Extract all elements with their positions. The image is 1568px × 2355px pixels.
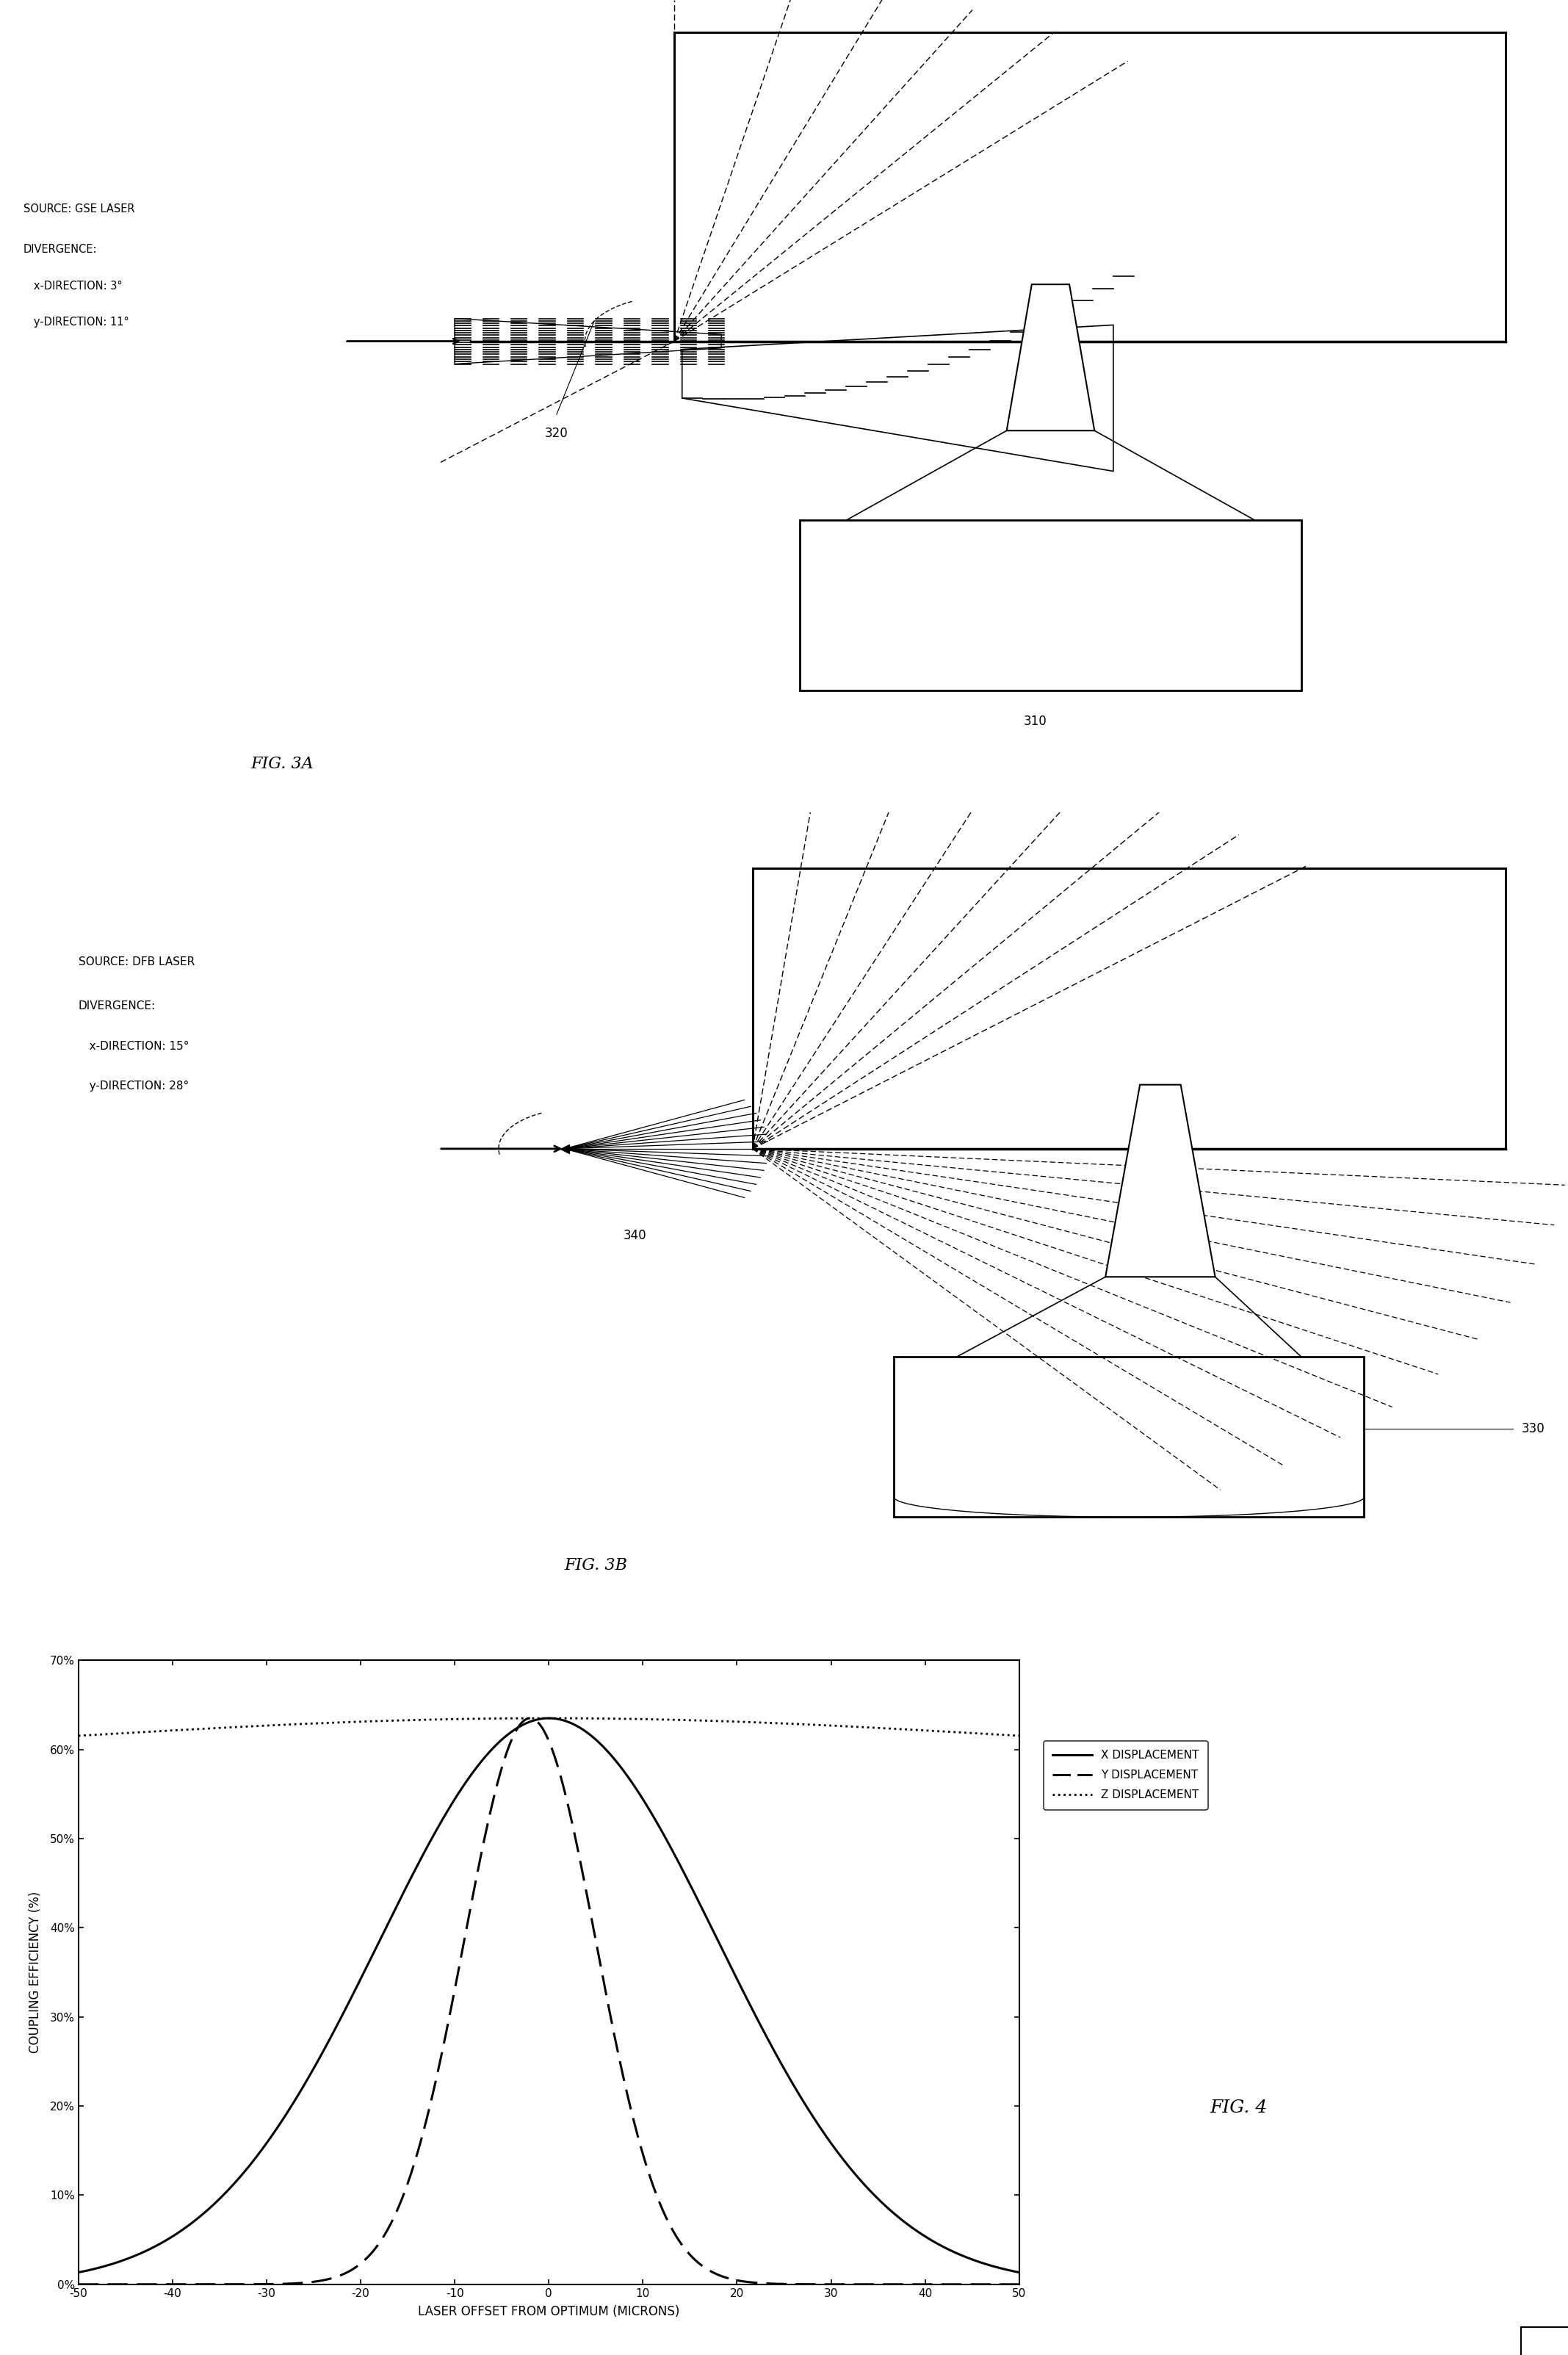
Text: 320: 320	[546, 426, 568, 440]
X DISPLACEMENT	[502, 1719, 521, 1747]
Text: 340: 340	[624, 1229, 646, 1241]
Line: Z DISPLACEMENT: Z DISPLACEMENT	[78, 1719, 1019, 1736]
Y DISPLACEMENT	[983, 2270, 1002, 2298]
X DISPLACEMENT	[983, 2251, 1002, 2280]
Y-axis label: COUPLING EFFICIENCY (%): COUPLING EFFICIENCY (%)	[28, 1891, 42, 2054]
Z DISPLACEMENT	[1010, 1722, 1029, 1750]
Y DISPLACEMENT	[521, 1705, 539, 1733]
Text: x-DIRECTION: 15°: x-DIRECTION: 15°	[78, 1041, 188, 1053]
Text: SOURCE: GSE LASER: SOURCE: GSE LASER	[24, 203, 135, 214]
Z DISPLACEMENT	[983, 1719, 1002, 1747]
Y DISPLACEMENT	[983, 2270, 1002, 2298]
Line: X DISPLACEMENT: X DISPLACEMENT	[78, 1719, 1019, 2273]
Y DISPLACEMENT	[527, 1707, 546, 1736]
Z DISPLACEMENT	[69, 1722, 88, 1750]
X DISPLACEMENT	[69, 2258, 88, 2287]
X DISPLACEMENT	[527, 1705, 546, 1733]
Y DISPLACEMENT	[502, 1726, 521, 1754]
Text: DIVERGENCE:: DIVERGENCE:	[78, 1001, 155, 1013]
Z DISPLACEMENT	[811, 1710, 829, 1738]
Z DISPLACEMENT	[502, 1705, 521, 1733]
Text: DIVERGENCE:: DIVERGENCE:	[24, 243, 97, 254]
Line: Y DISPLACEMENT: Y DISPLACEMENT	[78, 1719, 1019, 2284]
Z DISPLACEMENT	[527, 1705, 546, 1733]
X DISPLACEMENT	[539, 1705, 558, 1733]
Text: FIG. 3A: FIG. 3A	[251, 756, 314, 772]
X DISPLACEMENT	[983, 2251, 1002, 2280]
Z DISPLACEMENT	[539, 1705, 558, 1733]
X DISPLACEMENT	[118, 2244, 136, 2273]
Y DISPLACEMENT	[69, 2270, 88, 2298]
X DISPLACEMENT	[811, 2112, 829, 2141]
Text: FIG. 3B: FIG. 3B	[564, 1557, 627, 1573]
Legend: X DISPLACEMENT, Y DISPLACEMENT, Z DISPLACEMENT: X DISPLACEMENT, Y DISPLACEMENT, Z DISPLA…	[1044, 1740, 1207, 1809]
Polygon shape	[1105, 1086, 1215, 1276]
Z DISPLACEMENT	[118, 1719, 136, 1747]
Y DISPLACEMENT	[1010, 2270, 1029, 2298]
Y DISPLACEMENT	[118, 2270, 136, 2298]
Text: y-DIRECTION: 11°: y-DIRECTION: 11°	[24, 318, 129, 327]
Text: 330: 330	[1521, 1422, 1544, 1437]
Text: FIG. 4: FIG. 4	[1210, 2098, 1267, 2117]
X-axis label: LASER OFFSET FROM OPTIMUM (MICRONS): LASER OFFSET FROM OPTIMUM (MICRONS)	[419, 2306, 679, 2317]
Text: x-DIRECTION: 3°: x-DIRECTION: 3°	[24, 280, 122, 292]
Polygon shape	[1007, 285, 1094, 431]
Y DISPLACEMENT	[811, 2270, 829, 2298]
Text: SOURCE: DFB LASER: SOURCE: DFB LASER	[78, 956, 194, 968]
Text: 310: 310	[1024, 716, 1046, 728]
Z DISPLACEMENT	[983, 1719, 1002, 1747]
Text: y-DIRECTION: 28°: y-DIRECTION: 28°	[78, 1081, 188, 1093]
X DISPLACEMENT	[1010, 2258, 1029, 2287]
